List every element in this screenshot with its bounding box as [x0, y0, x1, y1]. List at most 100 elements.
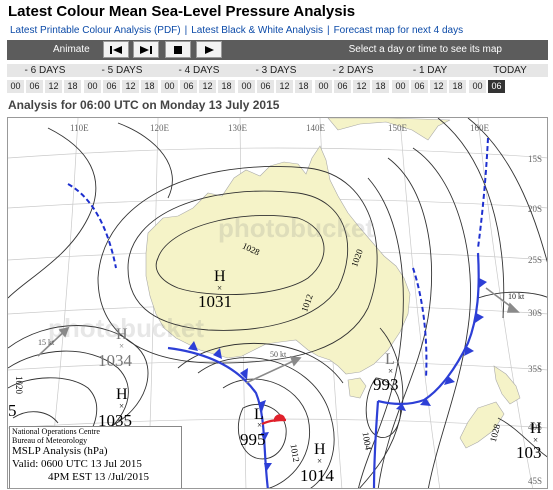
pressure-value: 993	[373, 375, 399, 394]
pressure-value: 1014	[300, 466, 334, 485]
center-marker: ×	[257, 420, 263, 430]
day-selector: - 6 DAYS - 5 DAYS - 4 DAYS - 3 DAYS - 2 …	[7, 64, 548, 77]
hour-cell[interactable]: 06	[488, 80, 505, 93]
analysis-links: Latest Printable Colour Analysis (PDF) | L…	[10, 25, 463, 36]
hour-cell[interactable]: 00	[161, 80, 178, 93]
black-white-analysis-link[interactable]: Latest Black & White Analysis	[191, 25, 323, 36]
hour-cell[interactable]: 18	[64, 80, 81, 93]
wind-speed-label: 50 kt	[270, 350, 287, 359]
center-marker: ×	[217, 283, 223, 293]
play-button[interactable]	[196, 41, 222, 58]
lon-label: 110E	[70, 123, 89, 133]
lon-label: 130E	[228, 123, 247, 133]
legend-org: Bureau of Meteorology	[12, 436, 88, 445]
hour-cell[interactable]: 12	[122, 80, 139, 93]
high-symbol: H	[314, 441, 326, 458]
lat-label: 20S	[528, 204, 543, 214]
center-marker: ×	[317, 456, 323, 466]
hour-cell[interactable]: 18	[295, 80, 312, 93]
hour-cell[interactable]: 06	[411, 80, 428, 93]
cold-front-west	[167, 341, 272, 488]
lat-label: 35S	[528, 364, 543, 374]
page-title: Latest Colour Mean Sea-Level Pressure An…	[8, 3, 356, 20]
hour-cell[interactable]: 18	[372, 80, 389, 93]
map-legend: National Operations Centre Bureau of Met…	[9, 426, 182, 488]
high-symbol: H	[116, 326, 128, 343]
day-minus-3[interactable]: - 3 DAYS	[255, 65, 297, 76]
hour-cell[interactable]: 00	[315, 80, 332, 93]
stop-icon	[174, 45, 182, 54]
step-forward-button[interactable]	[133, 41, 159, 58]
hour-cell[interactable]: 12	[45, 80, 62, 93]
lon-label: 140E	[306, 123, 325, 133]
forecast-map-link[interactable]: Forecast map for next 4 days	[333, 25, 464, 36]
legend-local-time: 4PM EST 13 /Jul/2015	[48, 471, 149, 483]
day-minus-2[interactable]: - 2 DAYS	[332, 65, 374, 76]
hour-cell[interactable]: 06	[103, 80, 120, 93]
animate-label: Animate	[53, 44, 90, 55]
day-minus-4[interactable]: - 4 DAYS	[178, 65, 220, 76]
hour-cell[interactable]: 12	[276, 80, 293, 93]
hour-cell[interactable]: 00	[238, 80, 255, 93]
australia-landmass	[145, 145, 411, 375]
day-minus-5[interactable]: - 5 DAYS	[101, 65, 143, 76]
day-today[interactable]: TODAY	[493, 65, 527, 76]
center-marker: ×	[119, 341, 125, 351]
pressure-value: 1035	[98, 411, 132, 430]
lon-label: 120E	[150, 123, 169, 133]
legend-valid: Valid: 0600 UTC 13 Jul 2015	[12, 458, 142, 470]
pressure-value: 103	[516, 443, 542, 462]
lat-label: 25S	[528, 255, 543, 265]
link-separator: |	[184, 25, 188, 36]
play-icon	[205, 45, 214, 54]
photobucket-watermark: photobucket	[218, 213, 374, 243]
new-guinea	[327, 118, 451, 141]
hour-cell[interactable]: 18	[218, 80, 235, 93]
hour-cell[interactable]: 06	[26, 80, 43, 93]
toolbar-hint: Select a day or time to see its map	[348, 44, 502, 55]
hour-cell[interactable]: 12	[199, 80, 216, 93]
low-symbol: L	[385, 351, 395, 368]
warm-front	[261, 414, 287, 425]
first-frame-button[interactable]	[103, 41, 129, 58]
day-minus-1[interactable]: - 1 DAY	[412, 65, 448, 76]
lat-label: 45S	[528, 476, 543, 486]
legend-org: National Operations Centre	[12, 427, 100, 436]
hour-cell[interactable]: 00	[469, 80, 486, 93]
mslp-map: photobucket photobucket 110E 120E 130E 1…	[7, 117, 548, 489]
printable-colour-pdf-link[interactable]: Latest Printable Colour Analysis (PDF)	[10, 25, 181, 36]
pressure-value: 1034	[98, 351, 132, 370]
hour-cell[interactable]: 00	[84, 80, 101, 93]
tasmania	[347, 377, 367, 399]
land-masses	[145, 118, 521, 449]
hour-cell[interactable]: 06	[334, 80, 351, 93]
pressure-value: 1031	[198, 292, 232, 311]
wind-speed-label: 10 kt	[508, 292, 525, 301]
hour-cell[interactable]: 00	[392, 80, 409, 93]
high-symbol: H	[530, 420, 542, 437]
analysis-heading: Analysis for 06:00 UTC on Monday 13 July…	[8, 98, 280, 112]
isobar-label: 1020	[14, 376, 24, 394]
hour-cell[interactable]: 18	[141, 80, 158, 93]
stop-button[interactable]	[165, 41, 191, 58]
mslp-map-graphic	[8, 118, 547, 488]
lat-label: 40S	[528, 422, 543, 432]
animation-toolbar: Animate Select a day or time to see its …	[7, 40, 548, 60]
hour-cell[interactable]: 00	[7, 80, 24, 93]
hour-cell[interactable]: 18	[449, 80, 466, 93]
lat-label: 30S	[528, 308, 543, 318]
step-forward-icon	[140, 45, 152, 54]
day-minus-6[interactable]: - 6 DAYS	[24, 65, 66, 76]
hour-cell[interactable]: 12	[430, 80, 447, 93]
low-symbol: L	[254, 406, 264, 423]
center-marker: ×	[119, 401, 125, 411]
high-symbol: H	[214, 268, 226, 285]
new-zealand-north	[493, 365, 521, 405]
wind-arrows	[37, 287, 520, 384]
hour-cell[interactable]: 12	[353, 80, 370, 93]
hour-cell[interactable]: 06	[180, 80, 197, 93]
lon-label: 150E	[388, 123, 407, 133]
hour-cell[interactable]: 06	[257, 80, 274, 93]
link-separator: |	[326, 25, 330, 36]
legend-product: MSLP Analysis (hPa)	[12, 445, 108, 457]
